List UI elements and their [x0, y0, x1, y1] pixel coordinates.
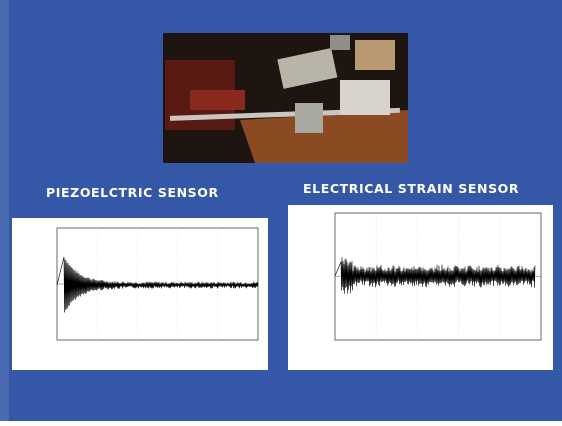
- panel-background: [288, 205, 553, 370]
- photo-table: [240, 110, 408, 163]
- photo-device: [277, 48, 338, 89]
- panel-background: [12, 218, 268, 370]
- waveform: [56, 256, 259, 313]
- heading: ELECTRICAL STRAIN SENSOR: [303, 181, 519, 196]
- plot-panel: [12, 218, 268, 370]
- photo-seat: [190, 90, 245, 110]
- photo-monitor: [330, 35, 350, 50]
- plot-panel: [288, 205, 553, 370]
- left-edge: [0, 0, 9, 421]
- photo-box: [295, 103, 323, 133]
- waveforms: [56, 213, 541, 340]
- waveform: [334, 257, 536, 294]
- photo: [163, 33, 408, 163]
- heading: PIEZOELCTRIC SENSOR: [46, 185, 219, 200]
- photo-paper: [340, 80, 390, 115]
- photo-object: [355, 40, 395, 70]
